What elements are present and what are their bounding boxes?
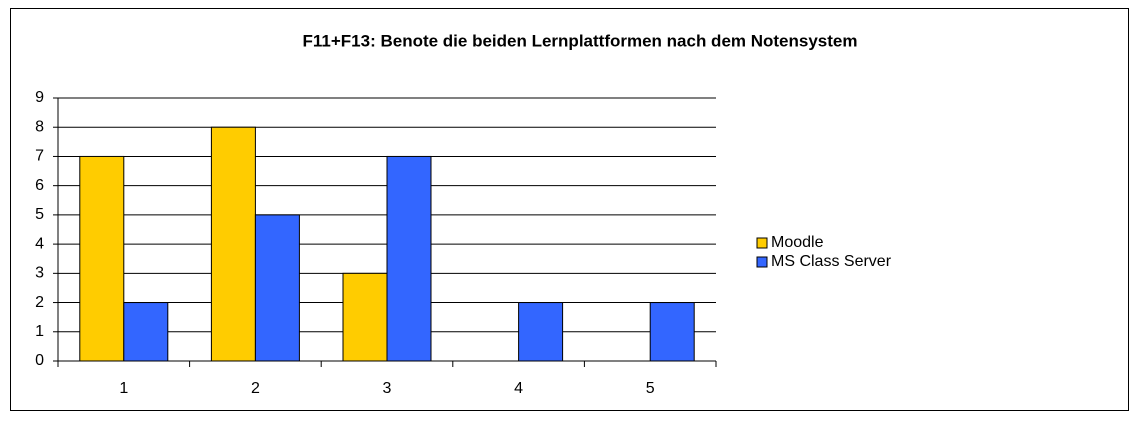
bar xyxy=(518,302,564,362)
y-tick-label: 7 xyxy=(35,148,44,165)
y-tick-label: 2 xyxy=(35,294,44,311)
legend-label: Moodle xyxy=(771,234,824,251)
y-tick-label: 1 xyxy=(35,323,44,340)
bar xyxy=(254,214,300,362)
bar xyxy=(210,126,256,362)
legend-label: MS Class Server xyxy=(771,253,892,270)
chart-title: F11+F13: Benote die beiden Lernplattform… xyxy=(303,31,858,50)
y-tick-label: 6 xyxy=(35,177,44,194)
y-tick-label: 3 xyxy=(35,265,44,282)
x-tick-label: 1 xyxy=(119,380,128,397)
chart-border xyxy=(10,8,1129,411)
x-tick-label: 3 xyxy=(383,380,392,397)
y-tick-label: 8 xyxy=(35,118,44,135)
bar xyxy=(79,155,125,362)
bar xyxy=(386,155,432,362)
x-tick-label: 2 xyxy=(251,380,260,397)
x-tick-label: 5 xyxy=(646,380,655,397)
y-tick-label: 4 xyxy=(35,235,44,252)
legend-swatch xyxy=(756,256,768,268)
legend-swatch xyxy=(756,237,768,249)
bar xyxy=(342,272,388,362)
y-tick-label: 0 xyxy=(35,352,44,369)
bar xyxy=(123,302,169,362)
y-tick-label: 9 xyxy=(35,89,44,106)
x-tick-label: 4 xyxy=(514,380,523,397)
y-tick-label: 5 xyxy=(35,206,44,223)
bar xyxy=(649,302,695,362)
